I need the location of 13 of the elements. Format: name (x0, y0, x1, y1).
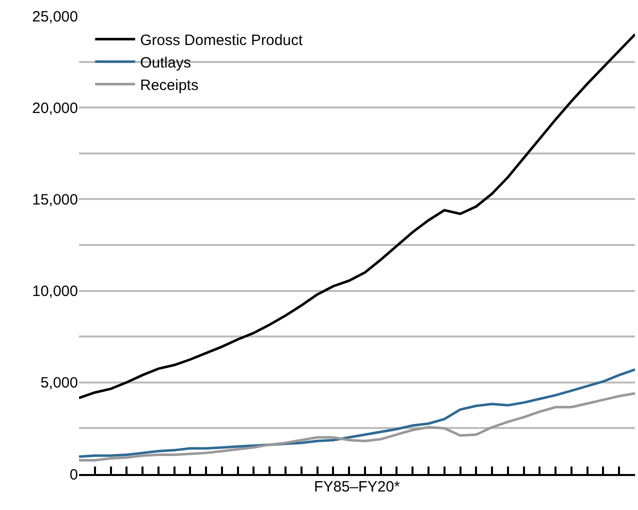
y-tick-label: 25,000 (32, 8, 78, 26)
legend-label: Outlays (140, 54, 191, 72)
line-series (79, 368, 635, 458)
line-series (79, 33, 635, 400)
y-tick-label: 10,000 (32, 283, 78, 300)
line-series (79, 392, 635, 462)
legend-label: Receipts (140, 76, 198, 94)
x-axis-title: FY85–FY20* (314, 478, 400, 496)
y-tick-label: 20,000 (32, 100, 78, 117)
y-tick-label: 0 (70, 466, 78, 484)
legend-label: Gross Domestic Product (140, 32, 304, 49)
y-tick-label: 15,000 (32, 191, 78, 208)
y-tick-label: 5,000 (40, 374, 78, 392)
